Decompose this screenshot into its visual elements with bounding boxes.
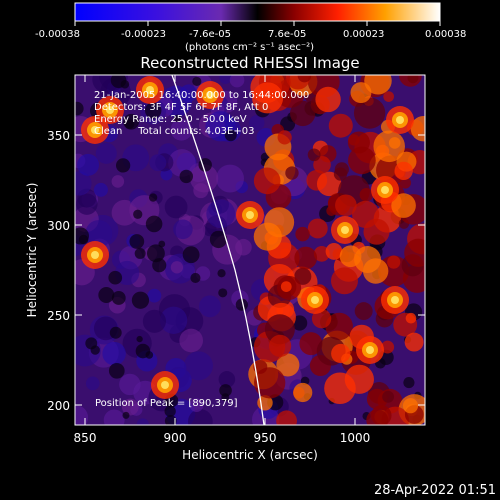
footer-timestamp: 28-Apr-2022 01:51 xyxy=(374,483,496,498)
colorbar-tick-label: -0.00038 xyxy=(35,29,80,40)
y-tick-label: 250 xyxy=(47,309,70,323)
axis-ticks xyxy=(75,75,425,425)
colorbar-tick-label: 0.00038 xyxy=(425,29,466,40)
y-tick-label: 350 xyxy=(47,129,70,143)
annotation-time-range: 21-Jan-2005 16:40:00.000 to 16:44:00.000 xyxy=(94,90,309,101)
colorbar-tick-label: -7.6e-05 xyxy=(189,29,231,40)
y-axis-label: Heliocentric Y (arcsec) xyxy=(25,183,39,318)
colorbar-tick-label: -0.00023 xyxy=(121,29,166,40)
x-tick-label: 950 xyxy=(254,431,277,445)
x-tick-label: 1000 xyxy=(340,431,371,445)
y-tick-label: 200 xyxy=(47,399,70,413)
colorbar: -0.00038 -0.00023 -7.6e-05 7.6e-05 0.000… xyxy=(35,2,466,53)
solar-limb xyxy=(171,75,265,425)
x-tick-label: 850 xyxy=(74,431,97,445)
peak-position-label: Position of Peak = [890,379] xyxy=(95,398,238,409)
colorbar-tick-label: 0.00023 xyxy=(343,29,384,40)
y-tick-label: 300 xyxy=(47,219,70,233)
annotation-method-counts: Clean Total counts: 4.03E+03 xyxy=(94,126,254,137)
annotation-detectors: Detectors: 3F 4F 5F 6F 7F 8F, Att 0 xyxy=(94,102,268,113)
annotation-energy-range: Energy Range: 25.0 - 50.0 keV xyxy=(94,114,247,125)
rhessi-image xyxy=(74,74,426,426)
colorbar-gradient xyxy=(74,2,441,22)
colorbar-units: (photons cm⁻² s⁻¹ asec⁻²) xyxy=(185,42,314,53)
colorbar-ticks xyxy=(74,21,441,26)
x-axis-label: Heliocentric X (arcsec) xyxy=(182,448,318,462)
colorbar-tick-label: 7.6e-05 xyxy=(268,29,306,40)
image-title: Reconstructed RHESSI Image xyxy=(140,54,359,72)
x-tick-label: 900 xyxy=(164,431,187,445)
